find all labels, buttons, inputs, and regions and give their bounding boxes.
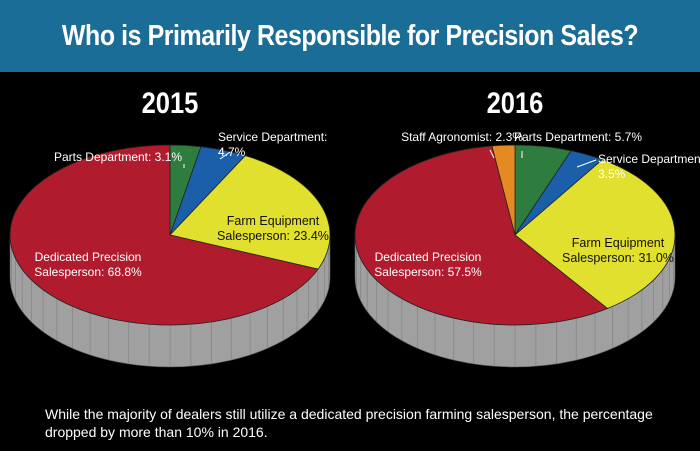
pie-slice-farm_equipment [514,159,676,309]
slice-label-parts: Parts Department: 5.7% [514,130,642,144]
slice-label-service: Service Department: 4.7% [218,130,327,159]
chart-title: Who is Primarily Responsible for Precisi… [61,19,639,52]
slice-label-farm_equipment: Farm Equipment Salesperson: 31.0% [562,236,674,265]
slice-label-dedicated: Dedicated Precision Salesperson: 57.5% [374,250,482,279]
pie-slice-farm_equipment [169,155,331,270]
pie-slice-dedicated [9,144,319,326]
pie-charts: 2015 Parts Department: 3.1% Service Depart… [9,86,700,368]
slice-label-service: Service Department: 3.5% [598,152,700,181]
slice-label-parts: Parts Department: 3.1% [54,150,182,164]
label-leader-agronomist [489,149,495,159]
pie-chart-2016: 2016 Parts Department: 5.7% Service Depart… [354,86,700,368]
slice-label-dedicated: Dedicated Precision Salesperson: 68.8% [34,250,142,279]
pie-slice-agronomist [491,144,516,236]
caption: While the majority of dealers still util… [45,406,653,440]
title-bar: Who is Primarily Responsible for Precisi… [0,0,700,72]
chart-year-title: 2015 [142,86,199,119]
slice-label-farm_equipment: Farm Equipment Salesperson: 23.4% [217,214,329,243]
label-leader-service [219,151,231,160]
chart-year-title: 2016 [487,86,544,119]
pie-chart-2015: 2015 Parts Department: 3.1% Service Depart… [9,86,331,368]
slice-label-agronomist: Staff Agronomist: 2.3% [401,130,523,144]
label-leader-service [576,159,597,168]
pie-slice-dedicated [354,145,609,326]
